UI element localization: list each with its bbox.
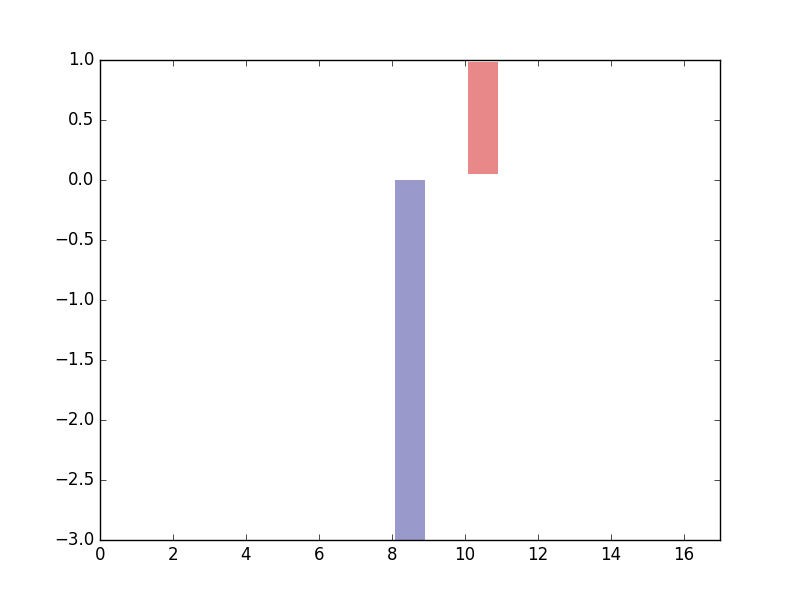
Bar [395, 180, 425, 540]
Bar [468, 62, 498, 174]
